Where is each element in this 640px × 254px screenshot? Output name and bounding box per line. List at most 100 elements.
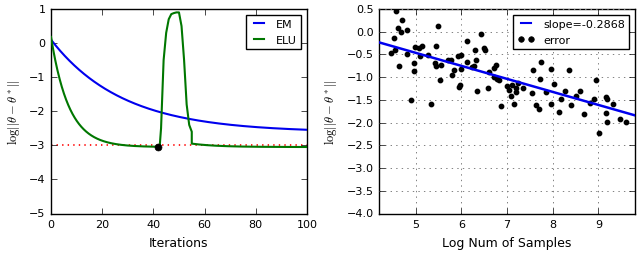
error — [585, 102, 595, 106]
error — [388, 37, 399, 41]
error — [429, 62, 440, 66]
error — [511, 91, 521, 95]
Y-axis label: $\log||\theta - \theta^* ||$: $\log||\theta - \theta^* ||$ — [5, 79, 22, 145]
error — [591, 78, 602, 83]
error — [546, 102, 556, 106]
Legend: EM, ELU: EM, ELU — [246, 15, 301, 50]
error — [495, 105, 506, 109]
error — [410, 45, 420, 50]
error — [442, 59, 452, 63]
error — [435, 79, 445, 83]
EM — [223, 123, 230, 126]
EM — [47, 39, 55, 42]
error — [390, 10, 401, 14]
error — [453, 55, 463, 59]
X-axis label: Iterations: Iterations — [149, 236, 209, 249]
Legend: slope=-0.2868, error: slope=-0.2868, error — [513, 15, 630, 50]
error — [575, 90, 585, 94]
error — [554, 110, 564, 114]
error — [470, 49, 480, 53]
error — [431, 65, 441, 69]
error — [601, 95, 611, 99]
error — [479, 49, 490, 53]
EM — [303, 129, 311, 132]
EM — [160, 112, 168, 115]
error — [534, 107, 545, 111]
error — [527, 69, 538, 73]
error — [431, 45, 441, 49]
error — [449, 68, 459, 72]
error — [456, 54, 466, 58]
error — [413, 47, 424, 51]
error — [402, 52, 412, 56]
error — [536, 61, 546, 65]
error — [471, 59, 481, 63]
ELU — [77, 125, 85, 129]
error — [483, 87, 493, 91]
error — [408, 61, 419, 66]
error — [546, 68, 556, 72]
error — [455, 83, 465, 87]
error — [456, 68, 466, 72]
ELU — [290, 146, 298, 149]
error — [390, 49, 400, 53]
Y-axis label: $\log||\theta - \theta^* ||$: $\log||\theta - \theta^* ||$ — [323, 79, 339, 145]
error — [541, 91, 552, 95]
error — [447, 74, 457, 78]
error — [614, 118, 625, 122]
ELU — [47, 36, 55, 39]
Line: ELU: ELU — [51, 13, 307, 148]
error — [490, 64, 500, 68]
error — [589, 97, 599, 101]
error — [548, 83, 559, 87]
error — [556, 97, 566, 101]
error — [506, 94, 516, 98]
error — [560, 90, 570, 94]
ELU — [102, 141, 110, 144]
error — [435, 64, 445, 68]
error — [513, 82, 524, 86]
error — [386, 52, 396, 56]
error — [461, 60, 472, 65]
error — [433, 25, 444, 29]
error — [509, 103, 519, 107]
error — [531, 104, 541, 108]
EM — [252, 126, 259, 129]
Line: EM: EM — [51, 41, 307, 130]
error — [566, 104, 577, 108]
error — [479, 47, 489, 51]
error — [417, 45, 427, 49]
error — [415, 55, 425, 59]
error — [454, 86, 465, 90]
error — [564, 69, 574, 73]
error — [607, 103, 618, 107]
error — [620, 121, 630, 125]
error — [488, 76, 499, 80]
error — [394, 65, 404, 69]
error — [518, 86, 529, 90]
EM — [247, 126, 255, 129]
EM — [74, 67, 81, 70]
error — [402, 29, 412, 33]
error — [492, 78, 502, 82]
error — [602, 97, 612, 101]
error — [504, 89, 515, 93]
error — [467, 66, 477, 70]
error — [472, 90, 482, 94]
error — [594, 132, 604, 136]
error — [535, 78, 545, 82]
ELU — [83, 131, 91, 134]
ELU — [150, 146, 158, 149]
ELU — [303, 146, 311, 149]
ELU — [155, 146, 163, 149]
error — [469, 65, 479, 69]
error — [527, 92, 537, 96]
ELU — [73, 120, 81, 123]
error — [507, 83, 517, 87]
error — [602, 120, 612, 124]
error — [396, 30, 406, 35]
error — [476, 33, 486, 37]
error — [484, 71, 494, 75]
error — [493, 78, 504, 83]
error — [489, 66, 499, 70]
